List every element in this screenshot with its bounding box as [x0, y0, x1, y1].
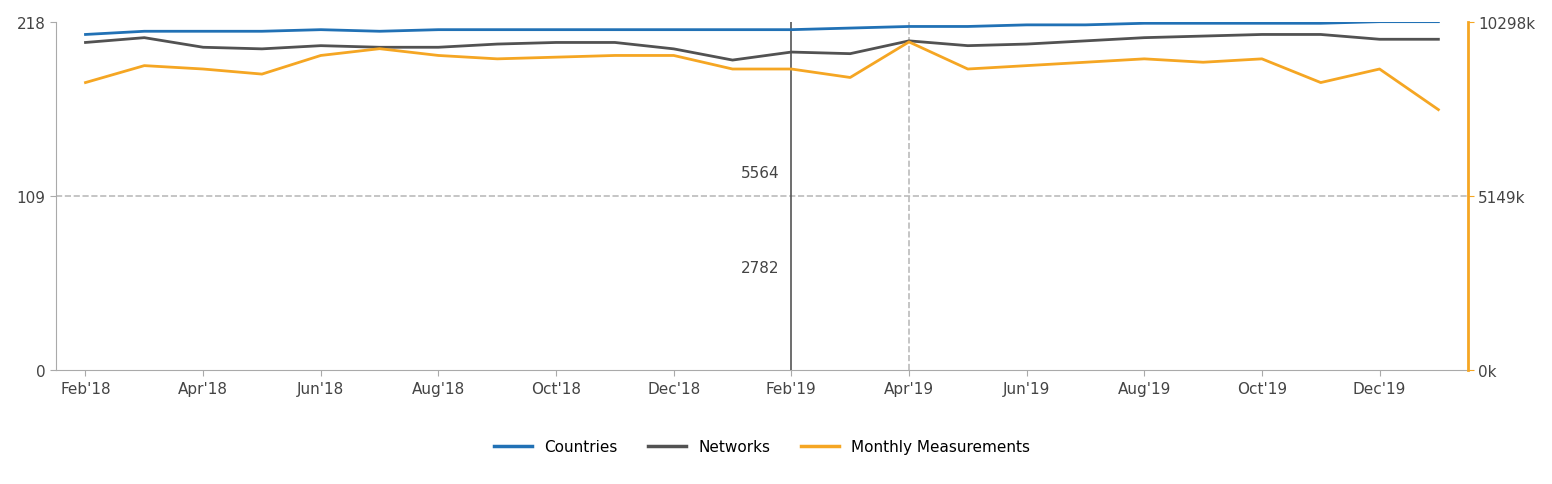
Legend: Countries, Networks, Monthly Measurements: Countries, Networks, Monthly Measurement…: [487, 433, 1037, 460]
Text: 5564: 5564: [740, 165, 779, 180]
Text: 2782: 2782: [742, 260, 779, 275]
